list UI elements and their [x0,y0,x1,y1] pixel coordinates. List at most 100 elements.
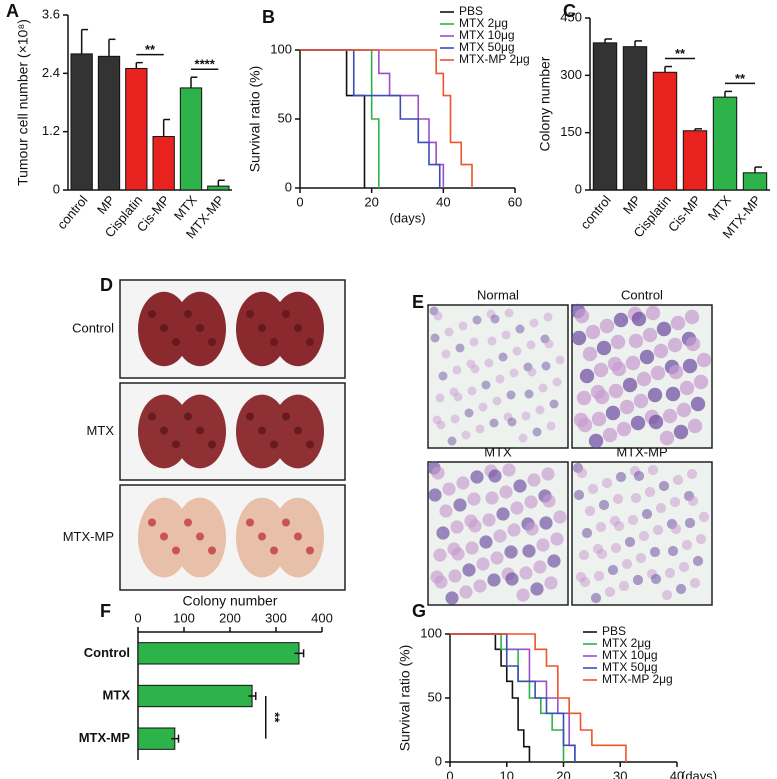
tissue [619,399,635,415]
bar [682,130,708,191]
tissue [596,548,608,560]
legend-label: MTX 10μg [459,28,515,42]
legend-label: MTX-MP 2μg [459,52,530,66]
nodule [258,426,266,435]
tissue [576,467,588,479]
tissue [625,355,641,371]
significance-label: **** [195,57,216,72]
x-tick-label: Cis-MP [665,192,704,234]
tissue [525,522,539,536]
tissue [667,337,683,353]
tissue [587,483,599,495]
nodule [246,518,254,527]
x-axis-label: (days) [389,210,425,225]
tissue [459,585,473,599]
tissue [665,386,681,402]
tissue [641,508,653,520]
tissue [487,336,497,346]
tissue [539,516,553,530]
tissue [675,583,687,595]
tissue [519,566,533,580]
tissue [529,318,539,328]
tissue [507,523,521,537]
tissue [636,371,652,387]
y-tick-label: 0 [53,181,60,196]
tissue [430,333,440,343]
tissue [510,501,524,515]
tissue [470,470,484,484]
bar [137,684,253,708]
panel-letter: B [262,7,275,27]
tissue [436,526,450,540]
tissue [521,411,531,421]
nodule [160,426,168,435]
tissue [456,476,470,490]
x-tick-label: 0 [446,768,453,779]
tissue [472,315,482,325]
tissue [655,502,667,514]
legend-label: MTX 2μg [602,636,651,650]
tissue [635,552,647,564]
tissue [673,424,689,440]
tissue [574,308,590,324]
tissue [445,591,459,605]
tissue [555,355,565,365]
tissue [461,430,471,440]
histology-frame [427,304,569,449]
nodule [246,310,254,318]
tissue [588,433,604,449]
tissue [604,586,616,598]
tissue [541,361,551,371]
x-tick-label: 20 [556,768,570,779]
tissue [582,346,598,362]
tissue [596,340,612,356]
nodule [208,440,216,449]
x-tick-label: 30 [613,768,627,779]
nodule [282,412,290,421]
y-tick-label: 50 [428,689,442,704]
tissue [616,421,632,437]
nodule [258,324,266,332]
tissue [656,321,672,337]
bar [207,185,230,191]
tissue [481,380,491,390]
tissue [544,576,558,590]
tissue [605,405,621,421]
tissue [610,334,626,350]
tissue [599,318,615,334]
image-title: MTX-MP [616,444,667,459]
tissue [469,337,479,347]
tissue [550,532,564,546]
tissue [638,530,650,542]
y-axis-label: Survival ratio (%) [397,645,413,752]
nodule [258,532,266,541]
y-tick-label: Control [84,645,130,660]
tissue [533,560,547,574]
legend-label: MTX 50μg [602,660,658,674]
legend-label: MTX 2μg [459,16,508,30]
nodule [196,324,204,332]
tissue [613,520,625,532]
tissue [435,393,445,403]
nodule [208,546,216,555]
nodule [160,532,168,541]
tissue [590,592,602,604]
x-tick-label: 10 [500,768,514,779]
bar [152,136,175,191]
survival-line [450,633,627,762]
tissue [679,380,695,396]
x-tick-label: control [54,192,91,232]
survival-line [300,49,366,188]
tissue [584,505,596,517]
tissue [473,579,487,593]
tissue [644,486,656,498]
tissue [506,390,516,400]
row-label: MTX-MP [63,529,114,544]
tissue [670,523,682,535]
tissue [549,399,559,409]
tissue [648,414,664,430]
legend-label: PBS [459,4,483,18]
tissue [628,333,644,349]
tissue [594,389,610,405]
x-tick-label: 0 [134,610,141,625]
